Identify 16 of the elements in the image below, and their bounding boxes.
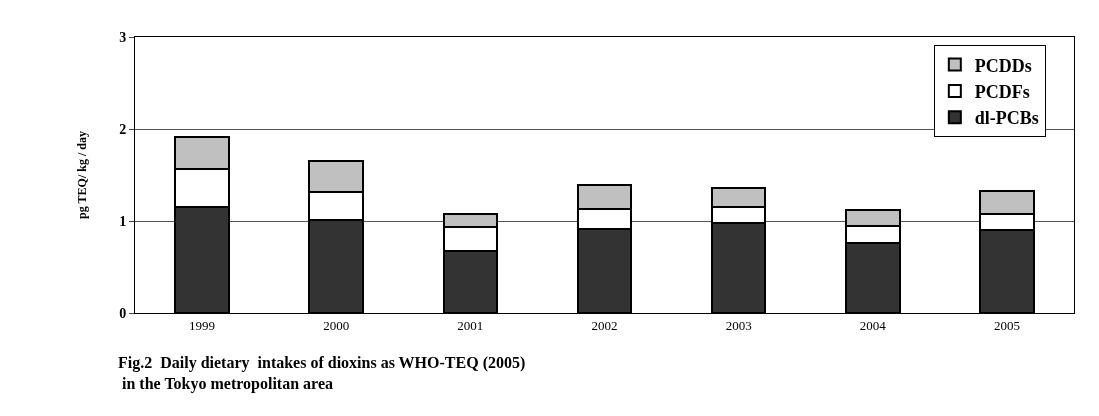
- x-tick-label: 1999: [189, 317, 216, 333]
- y-tick-label: 3: [119, 29, 127, 45]
- x-tick-label: 2000: [323, 317, 350, 333]
- y-tick-label: 1: [119, 213, 127, 229]
- legend-label: PCDFs: [974, 81, 1030, 102]
- legend-label: dl-PCBs: [974, 108, 1039, 129]
- y-tick-label: 2: [119, 121, 127, 137]
- y-axis-title: pg TEQ/ kg / day: [74, 131, 89, 219]
- x-tick-label: 2003: [725, 317, 752, 333]
- x-tick-label: 2001: [457, 317, 484, 333]
- x-tick-label: 2002: [591, 317, 618, 333]
- legend-label: PCDDs: [974, 55, 1032, 76]
- x-tick-label: 2005: [993, 317, 1020, 333]
- x-tick-label: 2004: [859, 317, 887, 333]
- y-tick-label: 0: [119, 305, 127, 321]
- text: Fig.2 Daily dietary intakes of dioxins as WHO-TEQ (2005) in the Tokyo metropolitan area: [118, 354, 526, 393]
